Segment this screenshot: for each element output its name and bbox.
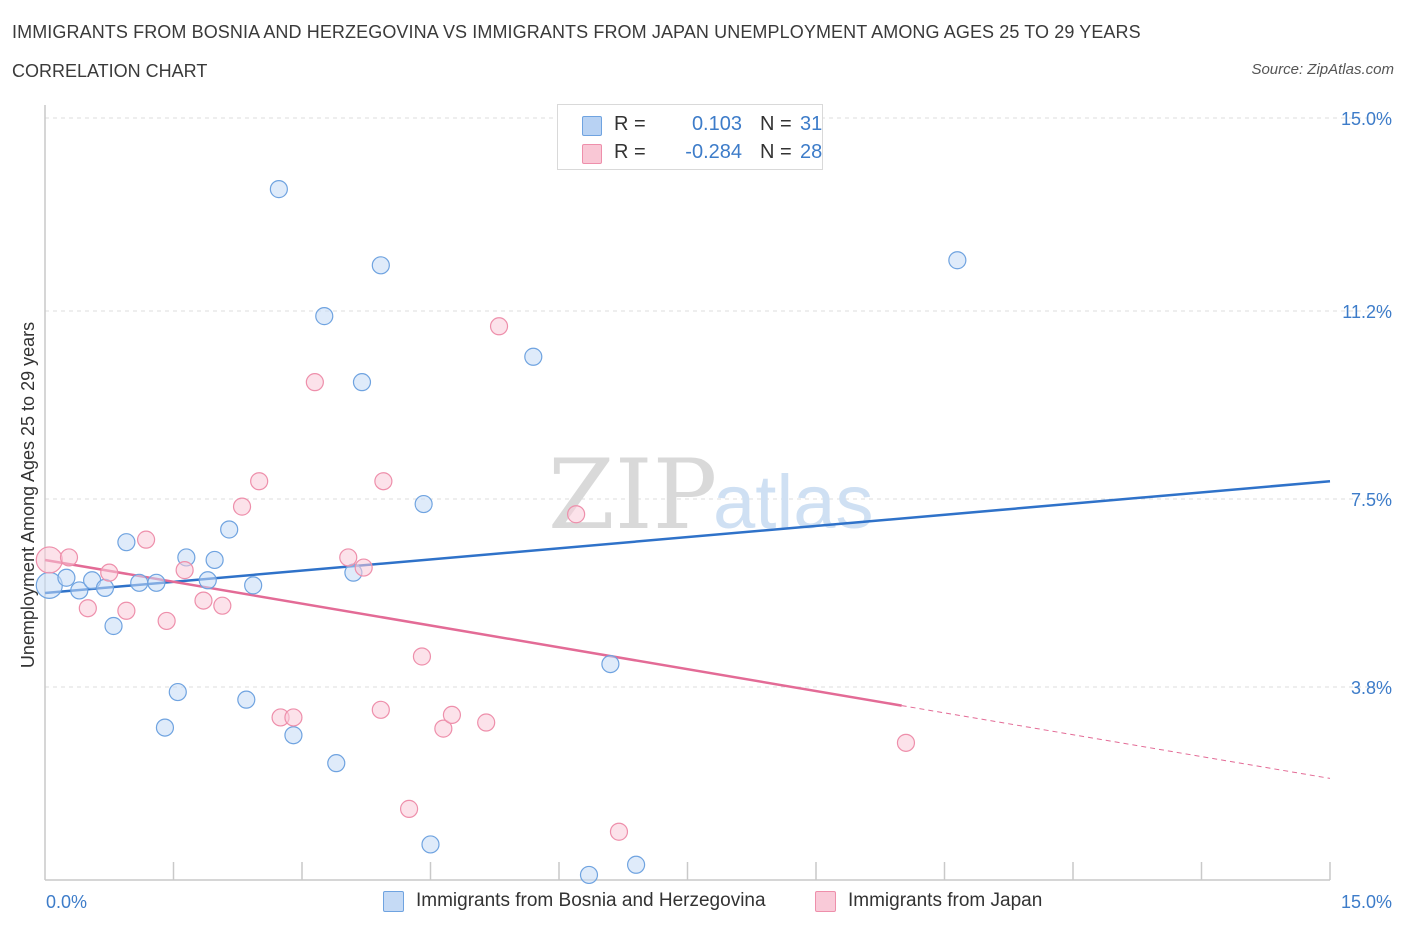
point-series-0-22 [352, 373, 372, 392]
watermark-zip: ZIP [548, 439, 717, 551]
point-series-0-9 [155, 718, 175, 737]
point-series-0-24 [414, 494, 433, 514]
point-series-0-30 [948, 251, 967, 270]
trend-line-series-0 [44, 479, 1331, 595]
point-series-0-5 [104, 616, 123, 636]
watermark: ZIP atlas [548, 439, 874, 551]
n-value-japan: 28 [800, 141, 823, 163]
point-series-0-25 [421, 835, 440, 854]
bosnia-swatch [582, 116, 602, 136]
point-series-1-13 [284, 708, 303, 727]
point-series-1-6 [157, 611, 176, 631]
bosnia-legend-swatch [383, 891, 404, 912]
point-series-0-27 [601, 654, 620, 674]
point-series-1-26 [609, 822, 629, 841]
trend-lines [44, 479, 1331, 779]
point-series-0-16 [244, 576, 263, 595]
point-series-0-7 [130, 573, 149, 592]
point-series-1-16 [354, 558, 373, 577]
point-series-1-22 [442, 705, 462, 725]
point-series-1-11 [250, 472, 269, 491]
n-label: N = [760, 113, 792, 135]
point-series-0-26 [524, 347, 543, 366]
point-series-0-19 [315, 307, 334, 326]
japan-legend-swatch [815, 891, 836, 912]
y-tick-label-1: 11.2% [1342, 302, 1392, 322]
point-series-0-12 [198, 571, 217, 590]
trend-line-dashed-series-1 [901, 705, 1331, 779]
trend-line-series-1 [44, 558, 902, 707]
point-series-1-7 [175, 561, 194, 580]
point-series-0-17 [269, 180, 288, 199]
source-credit: Source: ZipAtlas.com [1251, 61, 1394, 78]
point-series-1-2 [78, 599, 97, 618]
point-series-0-14 [220, 520, 239, 539]
point-series-1-24 [489, 317, 509, 336]
point-series-1-0 [35, 546, 63, 574]
japan-swatch [582, 144, 602, 164]
point-series-1-20 [412, 647, 432, 666]
point-series-1-10 [232, 497, 252, 516]
x-tick-label-0: 0.0% [46, 892, 87, 912]
r-value-japan: -0.284 [685, 141, 742, 163]
y-tick-label-0: 15.0% [1341, 109, 1392, 129]
n-label: N = [760, 141, 792, 163]
point-series-1-5 [136, 530, 156, 549]
y-axis-label: Unemployment Among Ages 25 to 29 years [18, 322, 38, 668]
y-tick-label-2: 7.5% [1351, 490, 1392, 510]
point-series-1-4 [117, 601, 136, 620]
r-label: R = [614, 113, 646, 135]
n-value-bosnia: 31 [800, 113, 823, 135]
point-series-1-8 [194, 591, 213, 610]
point-series-0-10 [168, 682, 187, 702]
axes [44, 105, 1331, 881]
point-series-1-27 [896, 733, 916, 752]
point-series-1-21 [434, 719, 453, 738]
x-tick-label-1: 15.0% [1341, 892, 1392, 912]
point-series-1-19 [399, 799, 419, 818]
point-series-0-1 [57, 568, 76, 587]
chart-title: IMMIGRANTS FROM BOSNIA AND HERZEGOVINA V… [12, 22, 1141, 42]
r-value-bosnia: 0.103 [691, 113, 742, 135]
r-label: R = [614, 141, 646, 163]
point-series-1-17 [371, 700, 390, 719]
point-series-0-6 [117, 533, 136, 552]
chart-subtitle: CORRELATION CHART [12, 61, 208, 81]
point-series-1-3 [100, 563, 119, 582]
point-series-0-15 [237, 690, 256, 709]
japan-legend-label: Immigrants from Japan [848, 890, 1043, 911]
point-series-0-13 [205, 550, 224, 570]
point-series-1-9 [213, 596, 232, 615]
point-series-1-23 [477, 713, 496, 732]
point-series-0-4 [95, 578, 115, 598]
stats-legend: R = 0.103 N = 31 R = -0.284 N = 28 [557, 104, 823, 170]
watermark-atlas: atlas [713, 460, 874, 545]
data-points [35, 180, 967, 885]
point-series-1-25 [567, 505, 586, 524]
point-series-0-29 [626, 855, 646, 874]
point-series-1-15 [339, 548, 358, 567]
point-series-0-23 [371, 256, 390, 275]
point-series-1-1 [59, 548, 79, 567]
tick-labels: 15.0% 11.2% 7.5% 3.8% 0.0% 15.0% [46, 109, 1392, 912]
point-series-1-18 [374, 472, 393, 491]
y-tick-label-3: 3.8% [1351, 678, 1392, 698]
point-series-0-20 [327, 754, 346, 773]
point-series-0-28 [579, 865, 599, 885]
point-series-0-8 [147, 573, 166, 592]
bosnia-legend-label: Immigrants from Bosnia and Herzegovina [416, 890, 766, 911]
grid-lines [45, 117, 1390, 688]
point-series-0-2 [70, 581, 89, 600]
point-series-0-18 [284, 726, 303, 745]
point-series-1-14 [305, 373, 324, 392]
